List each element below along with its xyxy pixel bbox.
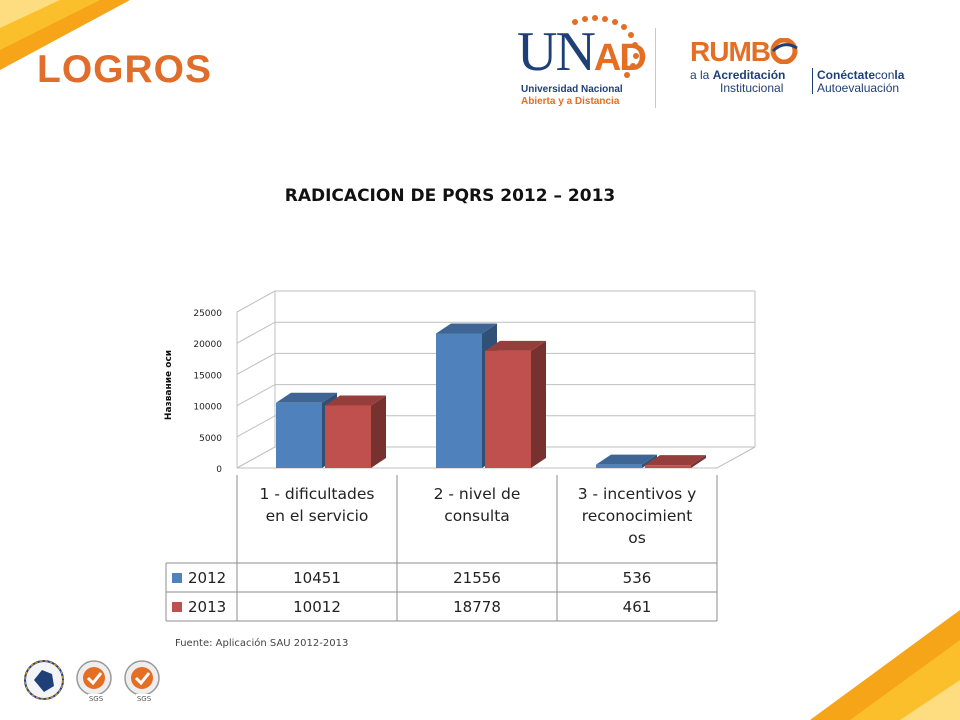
svg-text:SGS: SGS (89, 695, 104, 703)
data-label: 536 (623, 569, 652, 587)
rumbo-logo: RUMB a la Acreditación Institucional Con… (690, 36, 930, 106)
sgs-cert-icon: SGS (76, 660, 112, 703)
data-label: 461 (623, 598, 652, 616)
category-label: 1 - dificultades (260, 485, 375, 503)
y-tick-label: 0 (216, 465, 222, 475)
header-divider (655, 28, 656, 108)
bar-top-2013 (645, 455, 706, 466)
rumbo-slogan2: Autoevaluación (817, 81, 900, 95)
bar-side-2013 (691, 455, 706, 468)
rumbo-slogan1: Conéctateconla (817, 68, 905, 82)
category-label: en el servicio (266, 507, 369, 525)
unad-wordmark: UNAD (517, 21, 647, 83)
legend-label: 2013 (188, 598, 226, 616)
bar-top-2013 (325, 395, 386, 406)
chart-title: RADICACION DE PQRS 2012 – 2013 (284, 186, 616, 206)
bar-2013 (645, 465, 691, 468)
legend-swatch-2013 (172, 602, 182, 612)
data-label: 21556 (453, 569, 501, 587)
unad-dots-icon (572, 15, 639, 78)
side-gridline (236, 290, 276, 313)
y-tick-label: 15000 (193, 371, 222, 381)
corner-decoration-top-left (0, 0, 130, 70)
bar-top-2013 (485, 340, 546, 351)
category-label: 2 - nivel de (434, 485, 521, 503)
y-tick-label: 20000 (193, 340, 222, 350)
legend-label: 2012 (188, 569, 226, 587)
y-tick-label: 25000 (193, 309, 222, 319)
source-note: Fuente: Aplicación SAU 2012-2013 (175, 638, 349, 649)
data-label: 18778 (453, 598, 501, 616)
rumbo-line1: a la Acreditación (690, 68, 786, 82)
bar-side-2013 (371, 395, 386, 468)
footer-logos: SGS SGS (24, 660, 160, 703)
side-gridline (236, 321, 276, 344)
rumbo-o-swirl-icon (770, 37, 798, 65)
unad-line1: Universidad Nacional (521, 84, 623, 95)
y-tick-label: 10000 (193, 403, 222, 413)
category-label: os (628, 529, 646, 547)
bar-top-2012 (436, 323, 497, 334)
data-label: 10451 (293, 569, 341, 587)
bar-2012 (436, 333, 482, 468)
colombia-seal-icon (24, 660, 64, 700)
rumbo-wordmark: RUMB (690, 36, 800, 68)
bar-2013 (325, 405, 371, 468)
side-gridline (236, 415, 276, 438)
data-label: 10012 (293, 598, 341, 616)
bar-2012 (596, 464, 642, 468)
corner-decoration-bottom-right (810, 610, 960, 720)
slide-title: LOGROS (37, 48, 213, 91)
bar-side-2013 (531, 340, 546, 468)
bar-top-2012 (276, 392, 337, 403)
svg-text:SGS: SGS (137, 695, 152, 703)
legend-swatch-2012 (172, 573, 182, 583)
rumbo-separator (812, 68, 813, 94)
rumbo-line2: Institucional (720, 81, 784, 95)
category-label: 3 - incentivos y (578, 485, 697, 503)
unad-logo: UNAD Universidad Nacional Abierta y a Di… (515, 14, 647, 110)
y-tick-label: 5000 (199, 434, 222, 444)
bar-2012 (276, 402, 322, 468)
side-gridline (236, 352, 276, 375)
category-label: reconocimient (582, 507, 693, 525)
bar-2013 (485, 350, 531, 468)
category-label: consulta (444, 507, 510, 525)
y-axis-title: Название оси (164, 350, 174, 420)
bar-top-2012 (596, 454, 657, 465)
unad-line2: Abierta y a Distancia (521, 96, 620, 107)
sgs-cert-icon: SGS (124, 660, 160, 703)
side-gridline (236, 384, 276, 407)
